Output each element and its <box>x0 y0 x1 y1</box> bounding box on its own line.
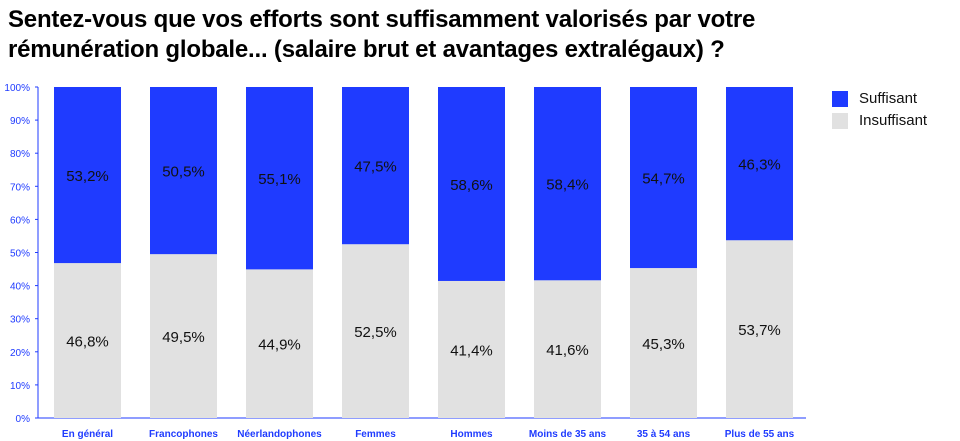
bar-insuffisant <box>54 263 121 418</box>
bar-suffisant <box>54 87 121 264</box>
data-label-insuffisant: 46,8% <box>66 334 109 351</box>
bar-insuffisant <box>246 269 313 418</box>
legend-label-suffisant: Suffisant <box>859 90 918 107</box>
bar-insuffisant <box>342 244 409 418</box>
bar-suffisant <box>438 87 505 281</box>
bar-suffisant <box>630 87 697 269</box>
y-tick-label: 20% <box>10 348 30 359</box>
data-label-suffisant: 50,5% <box>162 164 205 181</box>
bar-suffisant <box>342 87 409 245</box>
chart-title: Sentez-vous que vos efforts sont suffisa… <box>8 6 756 63</box>
x-tick-label: Femmes <box>355 429 396 440</box>
bar-suffisant <box>150 87 217 255</box>
data-label-suffisant: 54,7% <box>642 171 685 188</box>
y-tick-label: 40% <box>10 282 30 293</box>
bar-insuffisant <box>726 240 793 418</box>
x-tick-label: Néerlandophones <box>237 429 322 440</box>
y-tick-label: 30% <box>10 315 30 326</box>
data-label-insuffisant: 53,7% <box>738 322 781 339</box>
bar-suffisant <box>726 87 793 241</box>
data-label-insuffisant: 41,4% <box>450 342 493 359</box>
data-label-suffisant: 58,4% <box>546 177 589 194</box>
y-tick-label: 50% <box>10 249 30 260</box>
data-label-suffisant: 46,3% <box>738 157 781 174</box>
data-label-insuffisant: 45,3% <box>642 336 685 353</box>
data-label-suffisant: 47,5% <box>354 159 397 176</box>
data-label-suffisant: 53,2% <box>66 168 109 185</box>
bar-suffisant <box>534 87 601 281</box>
x-tick-label: Plus de 55 ans <box>725 429 795 440</box>
y-tick-label: 60% <box>10 215 30 226</box>
x-tick-label: 35 à 54 ans <box>637 429 691 440</box>
y-tick-label: 10% <box>10 381 30 392</box>
y-tick-label: 90% <box>10 116 30 127</box>
legend-label-insuffisant: Insuffisant <box>859 112 928 129</box>
data-label-suffisant: 58,6% <box>450 177 493 194</box>
y-tick-label: 70% <box>10 182 30 193</box>
legend-swatch-suffisant <box>832 91 848 107</box>
data-label-suffisant: 55,1% <box>258 171 301 188</box>
bar-suffisant <box>246 87 313 270</box>
x-tick-label: Moins de 35 ans <box>529 429 607 440</box>
data-label-insuffisant: 44,9% <box>258 337 301 354</box>
y-tick-label: 100% <box>4 83 30 94</box>
legend-swatch-insuffisant <box>832 113 848 129</box>
x-tick-label: Hommes <box>450 429 493 440</box>
y-tick-label: 80% <box>10 149 30 160</box>
x-tick-label: Francophones <box>149 429 218 440</box>
data-label-insuffisant: 49,5% <box>162 329 205 346</box>
bar-insuffisant <box>630 268 697 418</box>
bar-insuffisant <box>534 280 601 418</box>
x-tick-label: En général <box>62 429 113 440</box>
bar-insuffisant <box>150 254 217 418</box>
bar-insuffisant <box>438 280 505 418</box>
data-label-insuffisant: 41,6% <box>546 342 589 359</box>
data-label-insuffisant: 52,5% <box>354 324 397 341</box>
y-tick-label: 0% <box>16 414 31 425</box>
